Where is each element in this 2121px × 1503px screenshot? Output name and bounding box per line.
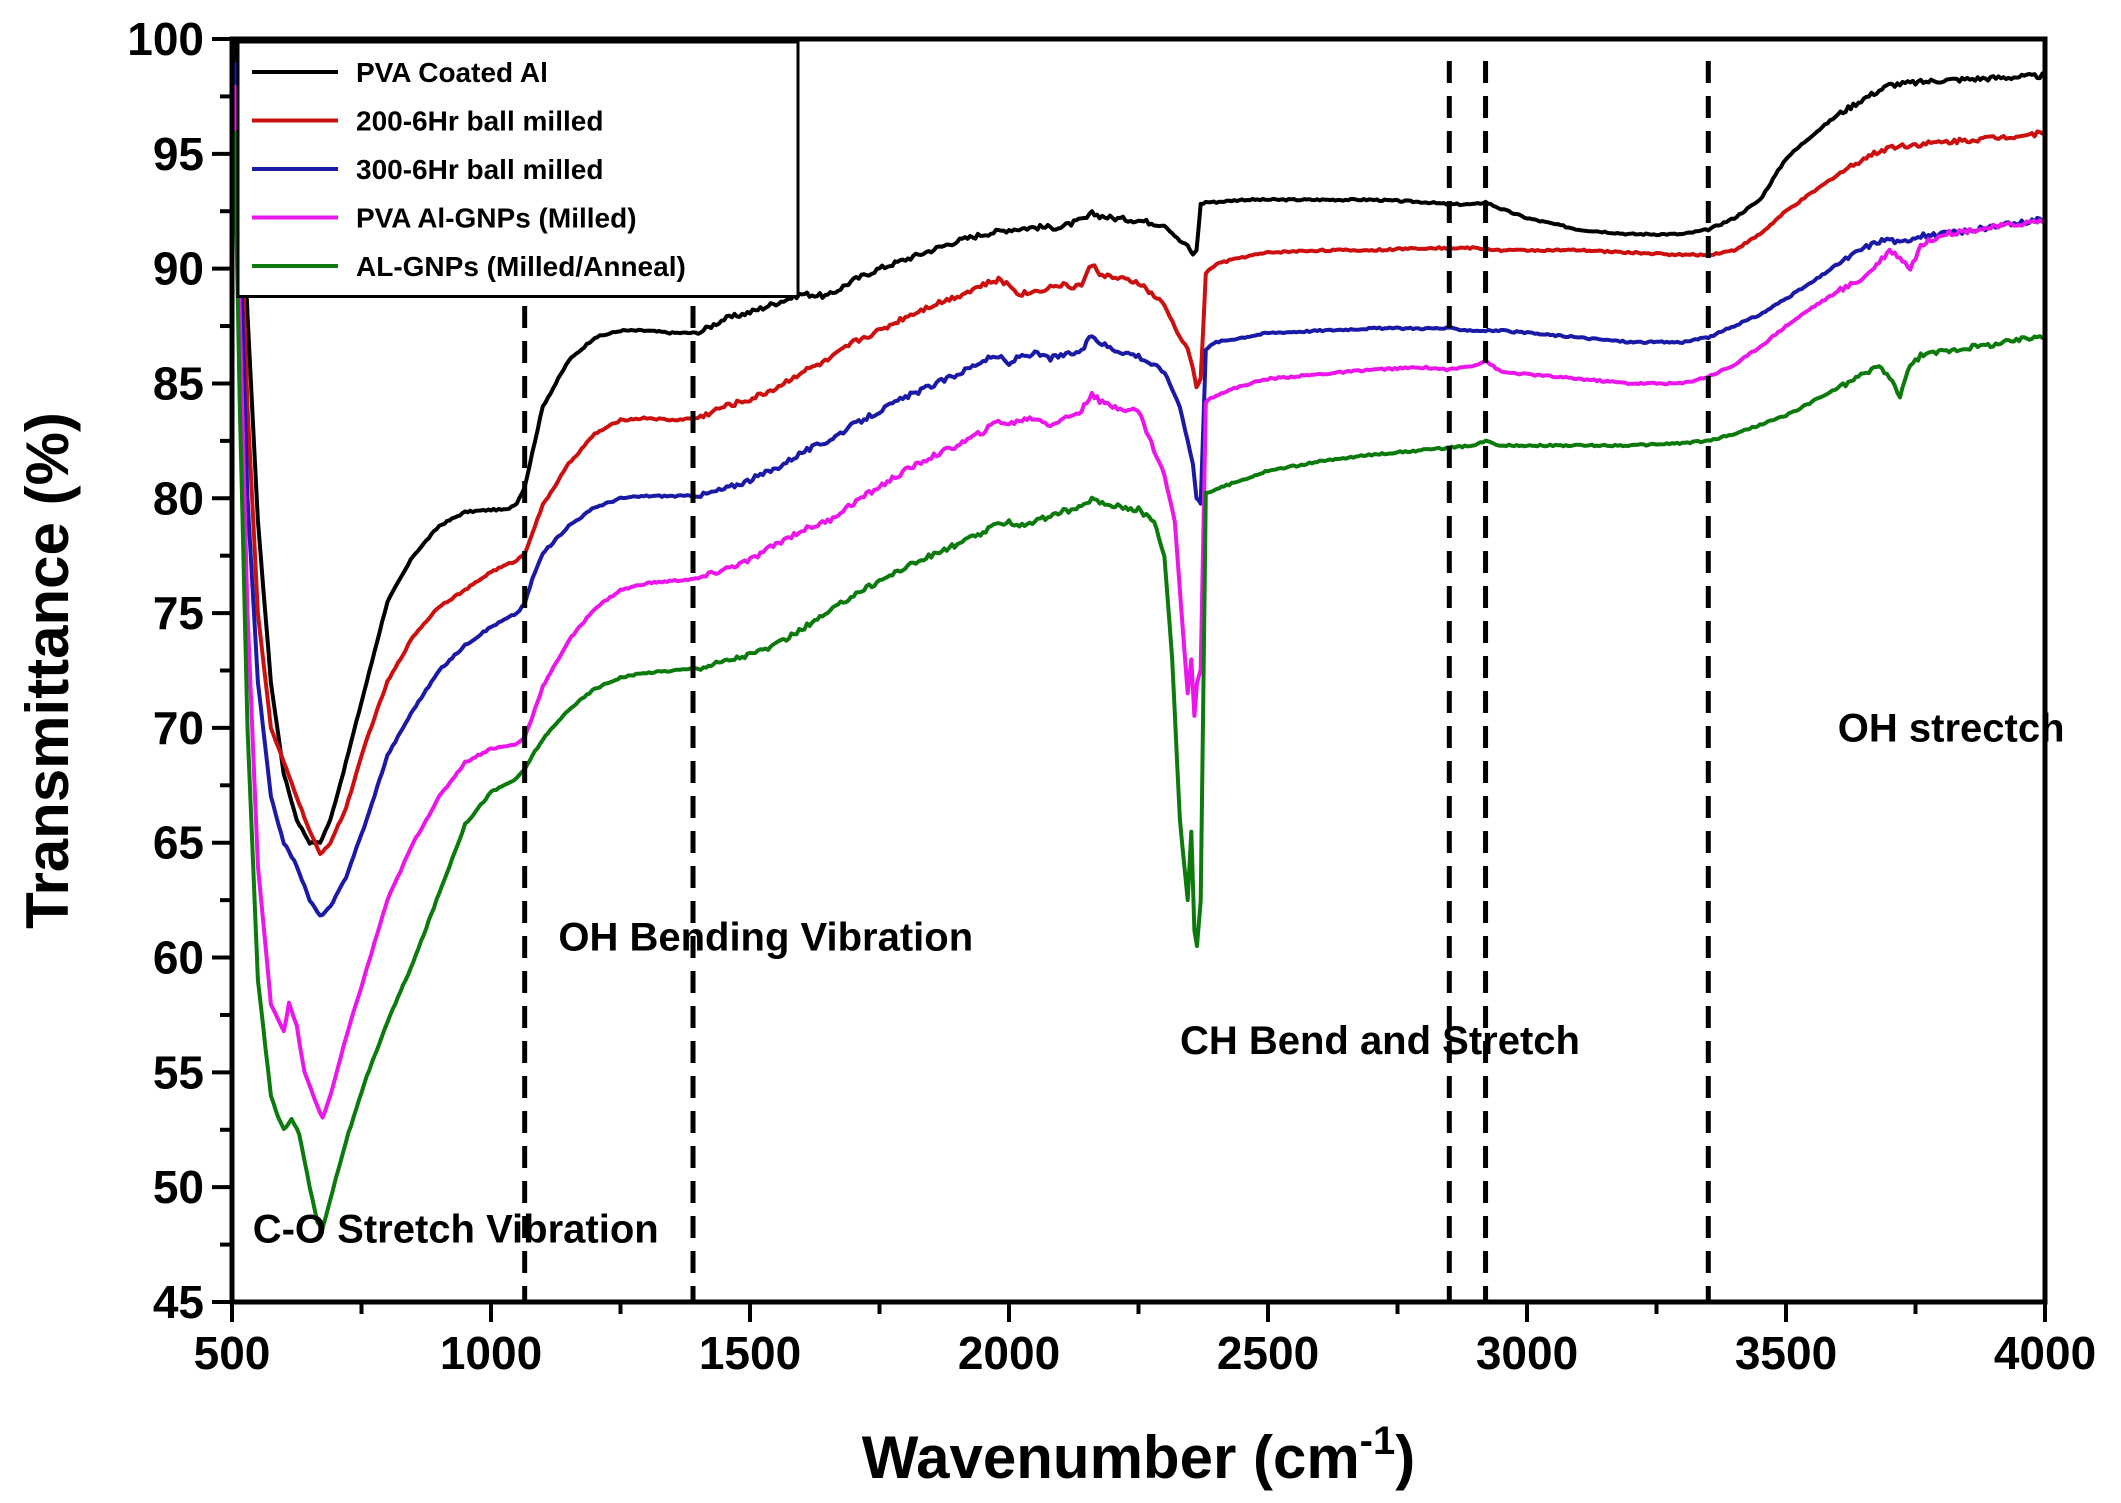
y-tick-label: 60 [153, 932, 204, 984]
annotation-layer: C-O Stretch Vibration OH Bending Vibratio… [253, 707, 2065, 1252]
annotation-c-o-stretch-vibration: C-O Stretch Vibration [253, 1207, 659, 1251]
legend-label: AL-GNPs (Milled/Anneal) [356, 251, 686, 282]
x-tick-label: 2500 [1217, 1327, 1319, 1379]
series-line-pva-coated-al [232, 39, 2045, 846]
series-layer [232, 39, 2045, 1230]
series-line-al-gnps-milled-anneal [232, 130, 2045, 1230]
legend-label: 200-6Hr ball milled [356, 106, 603, 137]
legend-label: PVA Coated Al [356, 57, 548, 88]
x-axis-label-close: ) [1395, 1424, 1415, 1491]
legend: PVA Coated Al 200-6Hr ball milled 300-6Hr … [236, 40, 800, 298]
x-axis-label-superscript: -1 [1360, 1419, 1396, 1463]
y-tick-label: 50 [153, 1161, 204, 1213]
y-tick-label: 80 [153, 472, 204, 524]
y-tick-label: 75 [153, 587, 204, 639]
x-tick-label: 2000 [958, 1327, 1060, 1379]
x-tick-label: 500 [194, 1327, 271, 1379]
y-tick-label: 55 [153, 1046, 204, 1098]
y-tick-label: 70 [153, 702, 204, 754]
annotation-oh-strectch: OH strectch [1838, 707, 2065, 751]
y-tick-label: 100 [127, 13, 204, 65]
vline-layer [522, 61, 1711, 1302]
legend-label: PVA Al-GNPs (Milled) [356, 203, 637, 234]
annotation-oh-bending-vibration: OH Bending Vibration [558, 916, 973, 960]
legend-label: 300-6Hr ball milled [356, 154, 603, 185]
series-line-300-6hr-ball-milled [232, 61, 2045, 918]
x-tick-label: 4000 [1994, 1327, 2096, 1379]
y-tick-label: 65 [153, 817, 204, 869]
tick-layer: 500 1000 1500 2000 2500 3000 3500 4000 45 50 55 60 6… [127, 13, 2096, 1379]
annotation-ch-bend-and-stretch: CH Bend and Stretch [1180, 1019, 1580, 1063]
x-tick-label: 1500 [699, 1327, 801, 1379]
x-tick-label: 3000 [1476, 1327, 1578, 1379]
x-axis-label: Wavenumber (cm-1) [862, 1419, 1415, 1491]
y-tick-label: 90 [153, 243, 204, 295]
series-line-200-6hr-ball-milled [232, 61, 2045, 856]
x-axis-label-main: Wavenumber (cm [862, 1424, 1360, 1491]
series-line-pva-al-gnps-milled [232, 84, 2045, 1120]
y-tick-label: 95 [153, 128, 204, 180]
y-axis-label: Transmittance (%) [14, 412, 81, 929]
y-tick-label: 45 [153, 1276, 204, 1328]
x-tick-label: 3500 [1735, 1327, 1837, 1379]
x-tick-label: 1000 [440, 1327, 542, 1379]
y-tick-label: 85 [153, 357, 204, 409]
